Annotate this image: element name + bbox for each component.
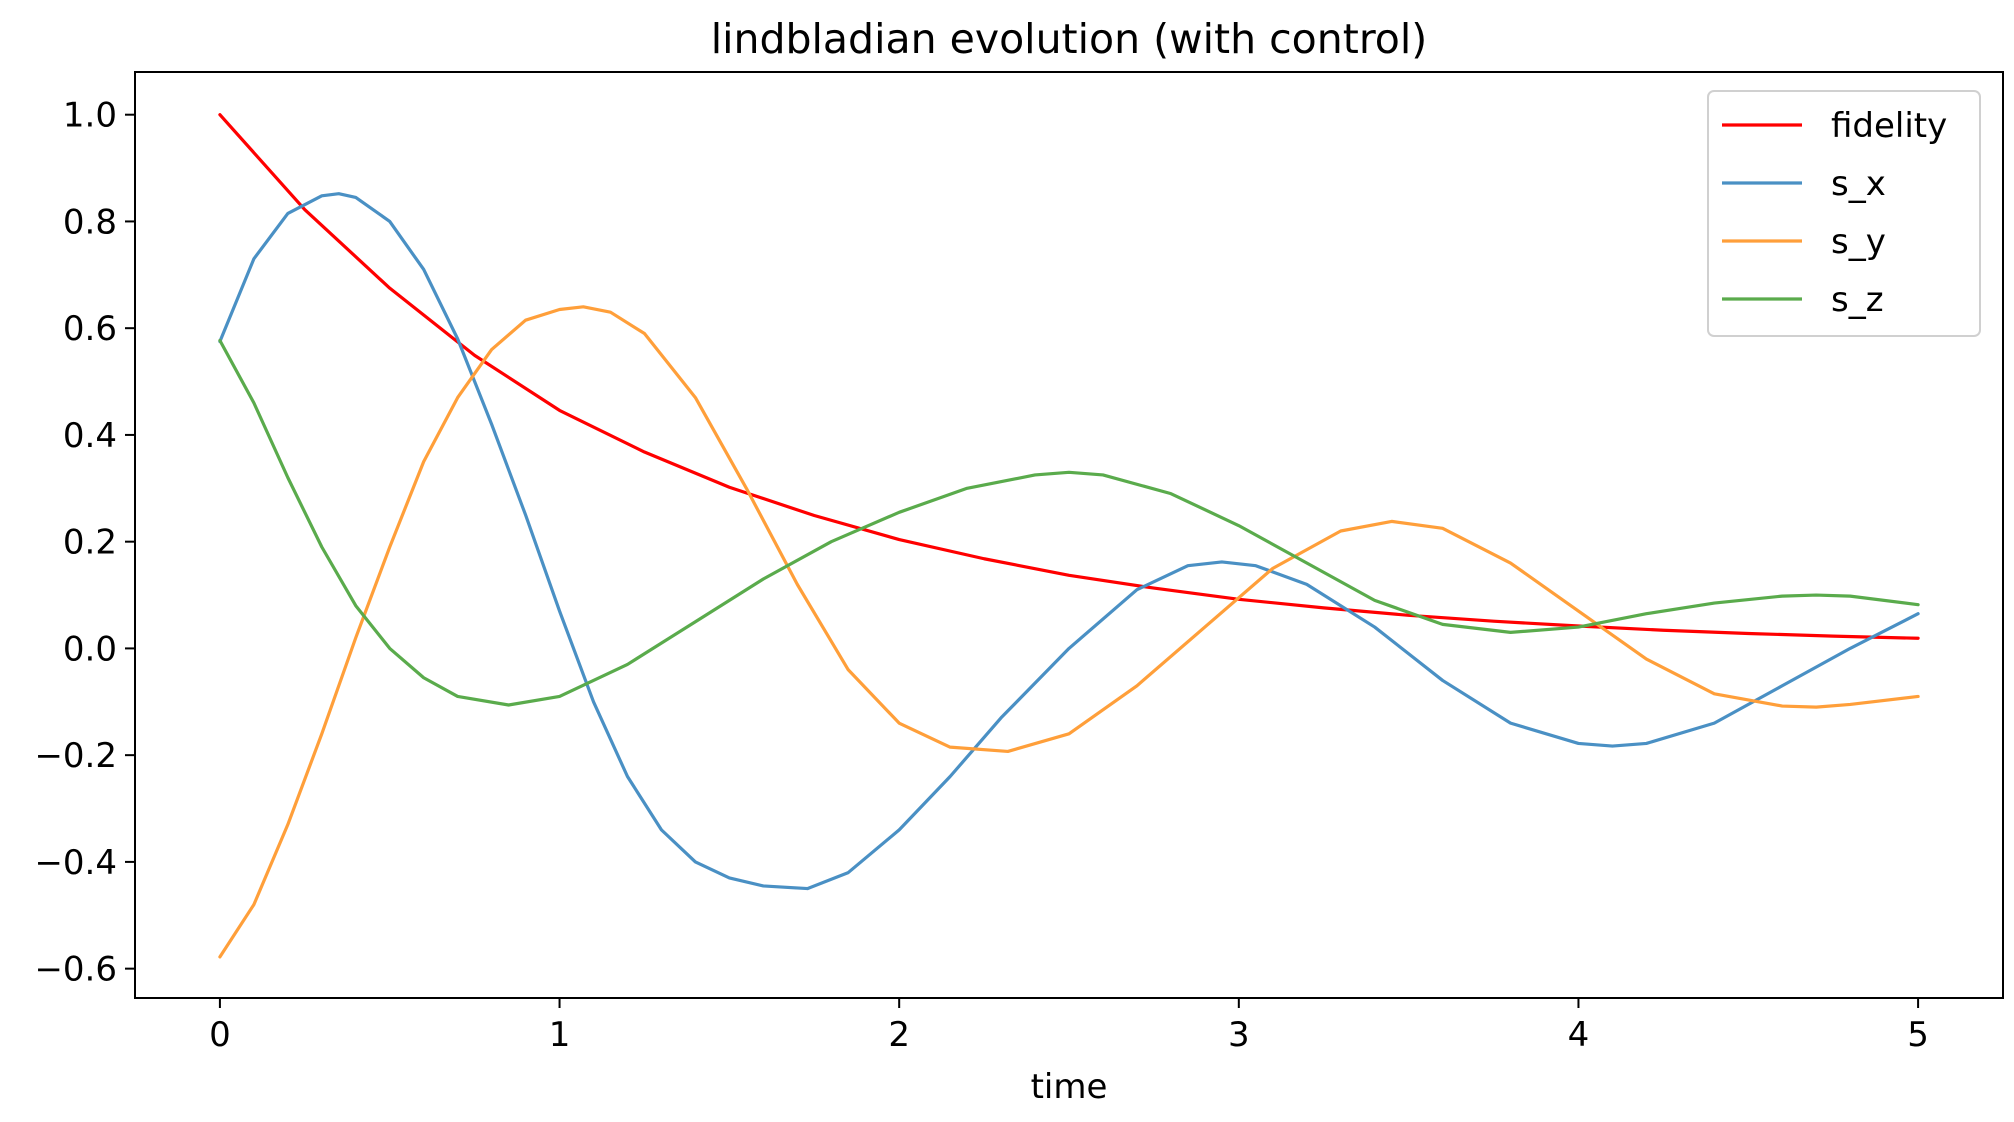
y-tick-label: 0.0 [63, 629, 117, 669]
y-tick-label: −0.6 [34, 950, 117, 990]
axes-layer: 0 1 2 3 4 5 −0.6 −0.4 −0.2 0.0 0.2 0.4 0.6 0.8 1.0 [34, 71, 2004, 1055]
series-line-s-x [218, 192, 1920, 891]
x-tick-label: 3 [1228, 1015, 1250, 1055]
y-tick-label: 1.0 [63, 96, 117, 136]
series-line-s-z [218, 338, 1920, 707]
chart-title: lindbladian evolution (with control) [711, 15, 1428, 63]
legend-label-s-x: s_x [1831, 164, 1886, 204]
x-axis-title: time [1031, 1067, 1108, 1107]
y-tick-label: 0.6 [63, 309, 117, 349]
y-tick-label: −0.2 [34, 736, 117, 776]
x-tick-label: 4 [1568, 1015, 1590, 1055]
plot-frame [134, 71, 2004, 999]
legend-box [1707, 90, 1981, 337]
x-tick-label: 5 [1907, 1015, 1929, 1055]
x-tick-label: 2 [888, 1015, 910, 1055]
y-tick-label: 0.4 [63, 416, 117, 456]
y-tick-label: 0.8 [63, 202, 117, 242]
legend-label-s-y: s_y [1831, 222, 1886, 262]
series-line-s-y [218, 305, 1920, 959]
legend: fidelity s_x s_y s_z [1707, 90, 1981, 337]
y-tick-label: 0.2 [63, 523, 117, 563]
series-layer [218, 113, 1920, 959]
series-line-fidelity [218, 113, 1920, 640]
x-tick-label: 1 [549, 1015, 571, 1055]
y-tick-label: −0.4 [34, 843, 117, 883]
legend-label-s-z: s_z [1831, 280, 1884, 320]
x-tick-label: 0 [209, 1015, 231, 1055]
legend-label-fidelity: fidelity [1831, 106, 1947, 146]
